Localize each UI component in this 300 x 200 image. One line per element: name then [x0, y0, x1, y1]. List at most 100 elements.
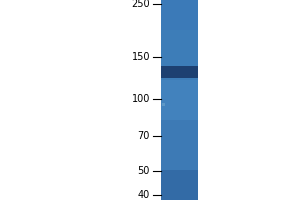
Bar [160, 182, 198, 183]
Bar [160, 32, 198, 33]
Bar [160, 75, 198, 76]
Bar [160, 178, 198, 179]
Bar [160, 93, 198, 94]
Bar [160, 28, 198, 29]
Bar [160, 51, 198, 52]
Bar [160, 120, 198, 121]
Bar [160, 14, 198, 15]
Bar [160, 27, 198, 28]
Bar [160, 174, 198, 175]
Bar [160, 109, 198, 110]
Text: 70: 70 [138, 131, 150, 141]
Bar [160, 80, 198, 81]
Bar [160, 82, 198, 83]
Bar [160, 31, 198, 32]
Bar [160, 149, 198, 150]
Bar [160, 133, 198, 134]
Bar [160, 183, 198, 184]
Bar [160, 85, 198, 86]
Bar [160, 128, 198, 129]
Bar [160, 77, 198, 78]
Bar [160, 175, 198, 176]
Bar [160, 197, 198, 198]
Bar [160, 119, 198, 120]
Bar [160, 38, 198, 39]
Bar [160, 79, 198, 80]
Bar [160, 72, 198, 73]
Bar [160, 177, 198, 178]
Bar [160, 132, 198, 133]
Bar [160, 162, 198, 163]
Bar [160, 81, 198, 82]
Bar [160, 18, 198, 19]
Bar [160, 151, 198, 152]
Bar [160, 53, 198, 54]
Bar [160, 1, 198, 2]
Bar [160, 147, 198, 148]
Bar [160, 35, 198, 36]
Bar [160, 158, 198, 159]
Bar [160, 67, 198, 68]
Bar [160, 36, 198, 37]
Bar [160, 107, 198, 108]
Bar [160, 186, 198, 187]
Bar [160, 33, 198, 34]
Bar [160, 8, 198, 9]
Bar [160, 144, 198, 145]
Bar [160, 152, 198, 153]
Bar [160, 171, 198, 172]
Bar [160, 60, 198, 61]
Bar [160, 88, 198, 89]
Bar [160, 25, 198, 26]
Bar [160, 167, 198, 168]
Bar [160, 103, 198, 104]
Bar [162, 103, 165, 106]
Bar [160, 116, 198, 117]
Bar [160, 146, 198, 147]
Bar [160, 192, 198, 193]
Bar [160, 168, 198, 169]
Bar [160, 11, 198, 12]
Bar [160, 179, 198, 180]
Bar [160, 37, 198, 38]
Bar [160, 157, 198, 158]
Bar [160, 184, 198, 185]
Bar [160, 81, 198, 82]
Bar [160, 187, 198, 188]
Bar [160, 68, 198, 69]
Bar [160, 43, 198, 44]
Bar [160, 153, 198, 154]
Text: 40: 40 [138, 190, 150, 200]
Bar [160, 154, 198, 155]
Bar [160, 89, 198, 90]
Bar [160, 165, 198, 166]
Bar [160, 17, 198, 18]
Bar [160, 123, 198, 124]
Bar [160, 105, 198, 106]
Bar [160, 134, 198, 135]
Bar [160, 5, 198, 6]
Bar [160, 74, 198, 75]
Bar [160, 112, 198, 113]
Bar [160, 125, 198, 126]
Bar [160, 95, 198, 96]
Bar [160, 21, 198, 22]
Bar [160, 24, 198, 25]
Bar [160, 84, 198, 85]
Bar [160, 87, 198, 88]
Bar [160, 54, 198, 55]
Bar [160, 185, 198, 186]
Bar [160, 3, 198, 4]
Bar [160, 34, 198, 35]
Bar [160, 69, 198, 70]
Bar [160, 188, 198, 189]
Bar [160, 170, 198, 171]
Bar [160, 129, 198, 130]
Bar [160, 195, 198, 196]
Bar [160, 96, 198, 97]
Bar [160, 113, 198, 114]
Bar [160, 46, 198, 47]
Bar [160, 136, 198, 137]
Bar [160, 57, 198, 58]
Bar [160, 52, 198, 53]
